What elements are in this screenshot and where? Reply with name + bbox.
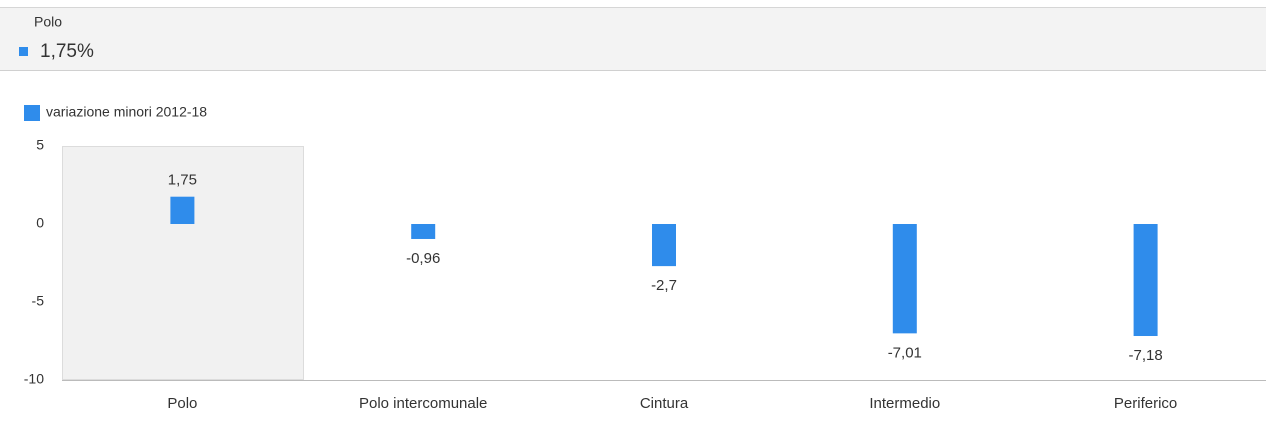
bar <box>1133 224 1158 337</box>
x-tick-label: Intermedio <box>869 395 940 412</box>
value-label: 1,75 <box>168 172 197 189</box>
bar <box>411 224 436 239</box>
bar <box>892 224 917 334</box>
tooltip-header <box>0 7 1266 70</box>
x-tick-label: Polo <box>167 395 197 412</box>
bar <box>652 224 676 267</box>
y-tick-label: 5 <box>36 137 44 153</box>
value-label: -7,01 <box>888 344 922 361</box>
value-label: -2,7 <box>651 277 677 294</box>
tooltip-title: Polo <box>34 14 62 30</box>
tooltip-swatch <box>19 47 28 56</box>
value-label: -7,18 <box>1128 347 1162 364</box>
bar <box>170 196 195 224</box>
y-tick-label: -5 <box>32 293 45 309</box>
legend-swatch <box>24 105 40 121</box>
y-tick-label: 0 <box>36 215 44 231</box>
x-tick-label: Polo intercomunale <box>359 395 487 412</box>
x-tick-label: Cintura <box>640 395 689 412</box>
value-label: -0,96 <box>406 250 440 267</box>
y-tick-label: -10 <box>24 371 44 387</box>
x-tick-label: Periferico <box>1114 395 1177 412</box>
hover-highlight <box>62 146 304 380</box>
tooltip-value: 1,75% <box>40 41 94 62</box>
legend-label: variazione minori 2012-18 <box>46 104 207 120</box>
